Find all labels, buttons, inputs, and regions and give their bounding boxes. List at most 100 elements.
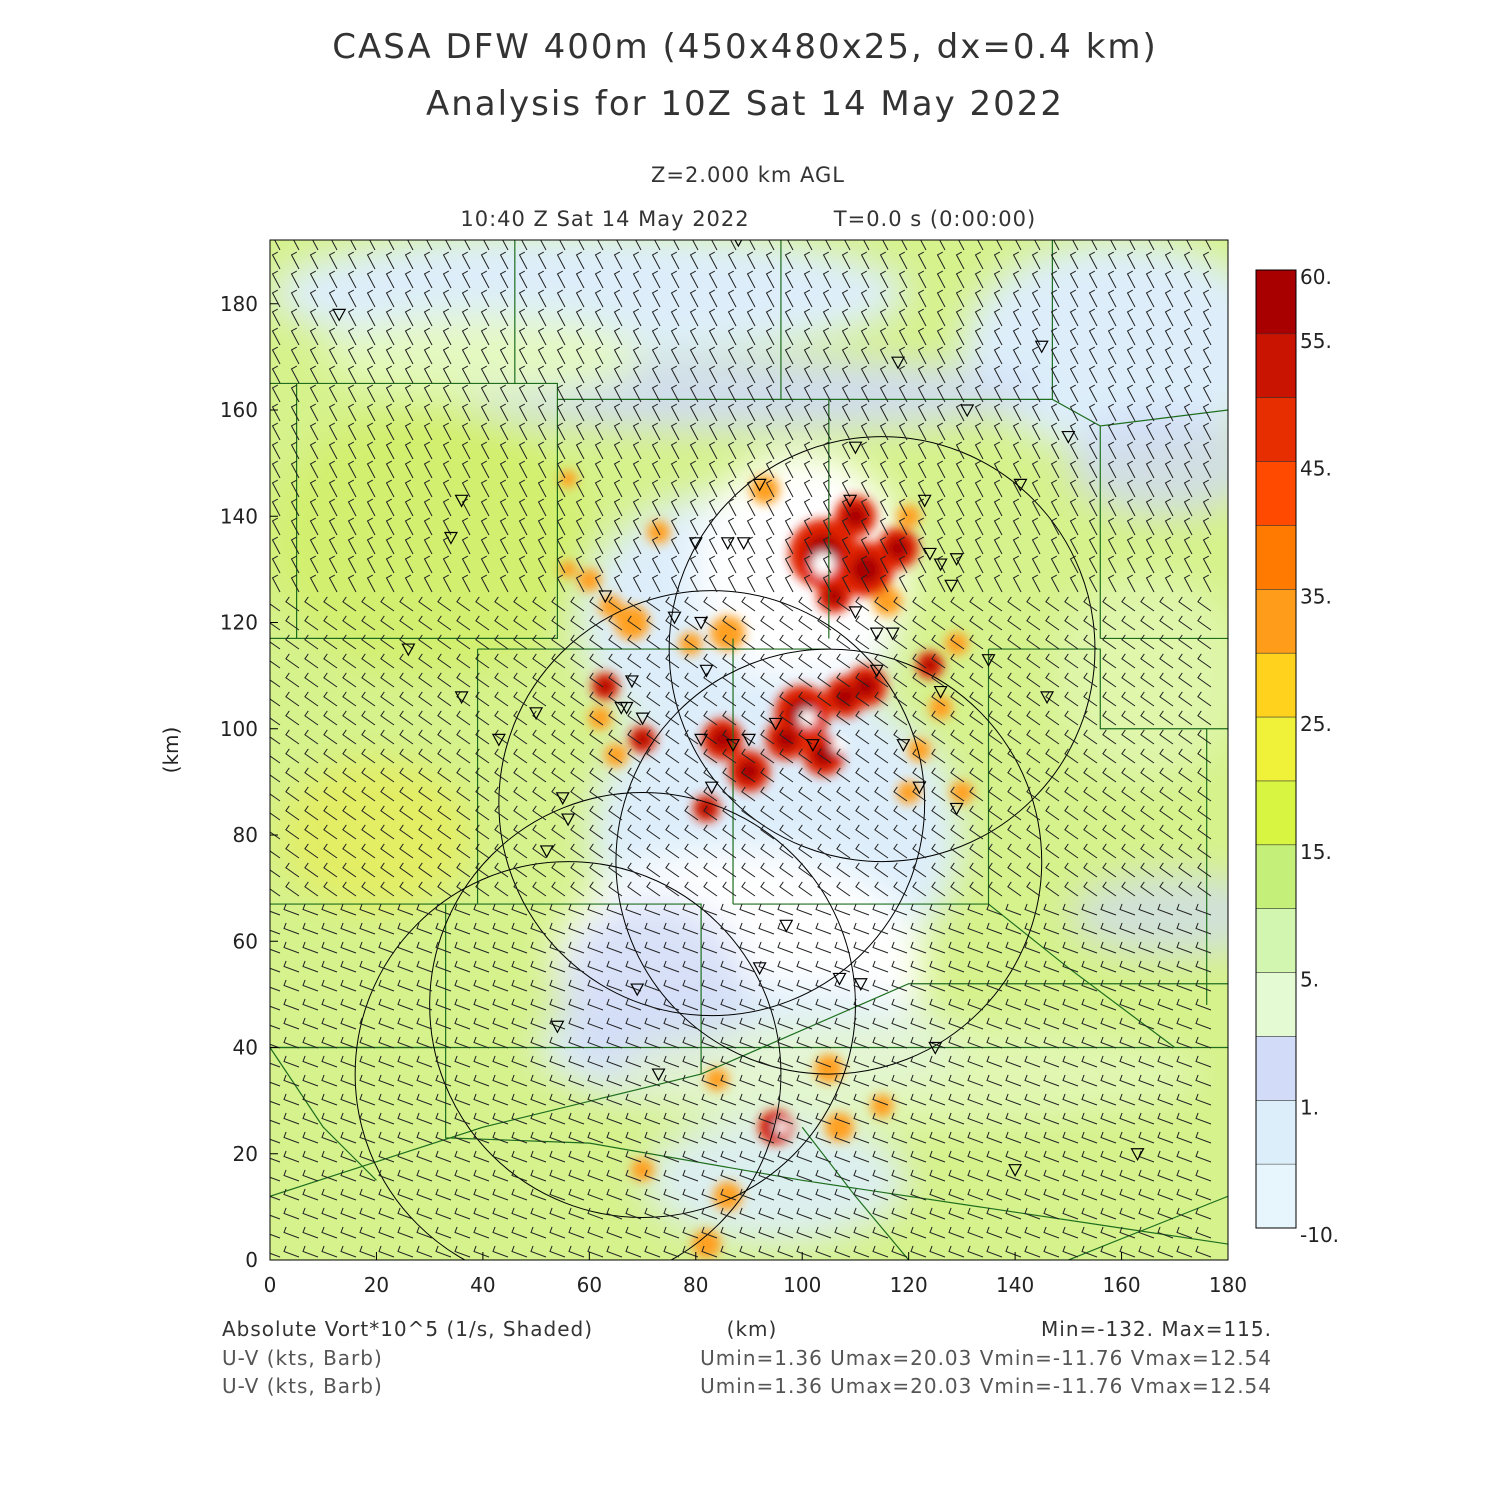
wind-barb: [587, 1055, 604, 1068]
wind-barb: [708, 479, 718, 498]
wind-barb: [1005, 903, 1022, 916]
wind-barb: [1064, 881, 1079, 897]
wind-barb: [1045, 786, 1060, 802]
wind-barb: [760, 729, 775, 745]
wind-barb: [1176, 998, 1193, 1011]
wind-barb: [378, 998, 395, 1011]
wind-barb: [955, 327, 965, 346]
wind-barb: [1159, 596, 1174, 612]
wind-barb: [765, 270, 775, 289]
wind-barb: [530, 1093, 547, 1106]
wind-barb: [1202, 308, 1212, 327]
wind-barb: [532, 748, 547, 764]
wind-barb: [777, 1036, 794, 1049]
station-marker: [550, 1020, 565, 1034]
wind-barb: [682, 979, 699, 992]
wind-barb: [815, 1131, 832, 1144]
station-marker: [917, 494, 932, 508]
wind-barb: [473, 1207, 490, 1220]
wind-barb: [682, 960, 699, 973]
wind-barb: [1183, 422, 1193, 441]
wind-barb: [1024, 941, 1041, 954]
wind-barb: [575, 403, 585, 422]
wind-barb: [912, 862, 927, 878]
wind-barb: [461, 251, 471, 270]
wind-barb: [758, 1169, 775, 1182]
wind-barb: [1007, 634, 1022, 650]
wind-barb: [1031, 555, 1041, 574]
wind-barb: [841, 441, 851, 460]
wind-barb: [967, 1112, 984, 1125]
wind-barb: [825, 240, 832, 251]
wind-barb: [518, 441, 528, 460]
wind-barb: [302, 1112, 319, 1125]
wind-barb: [768, 240, 775, 251]
wind-barb: [929, 1055, 946, 1068]
wind-barb: [948, 1245, 965, 1258]
wind-barb: [950, 729, 965, 745]
wind-barb: [454, 903, 471, 916]
wind-barb: [378, 1093, 395, 1106]
wind-barb: [328, 384, 338, 403]
wind-barb: [492, 1245, 509, 1258]
wind-barb: [1088, 479, 1098, 498]
wind-barb: [270, 1233, 281, 1239]
wind-barb: [815, 1188, 832, 1201]
wind-barb: [530, 941, 547, 954]
wind-barb: [594, 327, 604, 346]
wind-barb: [302, 1036, 319, 1049]
wind-barb: [1024, 1245, 1041, 1258]
vorticity-cell: [872, 586, 903, 616]
wind-barb: [606, 1112, 623, 1125]
wind-barb: [575, 422, 585, 441]
wind-barb: [270, 910, 281, 916]
wind-barb: [480, 422, 490, 441]
wind-barb: [1012, 365, 1022, 384]
wind-barb: [758, 1207, 775, 1220]
wind-barb: [537, 517, 547, 536]
wind-barb: [803, 555, 813, 574]
wind-barb: [283, 1074, 300, 1087]
wind-barb: [570, 710, 585, 726]
wind-barb: [1157, 1207, 1174, 1220]
wind-barb: [473, 979, 490, 992]
wind-barb: [361, 805, 376, 821]
wind-barb: [784, 270, 794, 289]
wind-barb: [722, 653, 737, 669]
wind-barb: [442, 536, 452, 555]
wind-barb: [1176, 1131, 1193, 1144]
wind-barb: [435, 1169, 452, 1182]
wind-barb: [836, 786, 851, 802]
wind-barb: [1081, 941, 1098, 954]
wind-barb: [1007, 710, 1022, 726]
wind-barb: [682, 1245, 699, 1258]
wind-barb: [1140, 596, 1155, 612]
wind-barb: [917, 517, 927, 536]
wind-barb: [285, 805, 300, 821]
wind-barb: [568, 1112, 585, 1125]
wind-barb: [684, 805, 699, 821]
wind-barb: [1050, 384, 1060, 403]
wind-barb: [760, 862, 775, 878]
wind-barb: [475, 767, 490, 783]
wind-barb: [290, 346, 300, 365]
wind-barb: [891, 941, 908, 954]
wind-barb: [741, 881, 756, 897]
county-line: [445, 1047, 1228, 1245]
wind-barb: [1164, 289, 1174, 308]
wind-barb: [480, 574, 490, 593]
wind-barb: [853, 1055, 870, 1068]
wind-barb: [779, 805, 794, 821]
wind-barb: [720, 1112, 737, 1125]
wind-barb: [1202, 289, 1212, 308]
wind-barb: [855, 729, 870, 745]
wind-barb: [589, 824, 604, 840]
wind-barb: [663, 903, 680, 916]
wind-barb: [537, 289, 547, 308]
wind-barb: [988, 653, 1003, 669]
wind-barb: [283, 1150, 300, 1163]
wind-barb: [1178, 653, 1193, 669]
wind-barb: [646, 824, 661, 840]
wind-barb: [1176, 1226, 1193, 1239]
wind-barb: [304, 748, 319, 764]
